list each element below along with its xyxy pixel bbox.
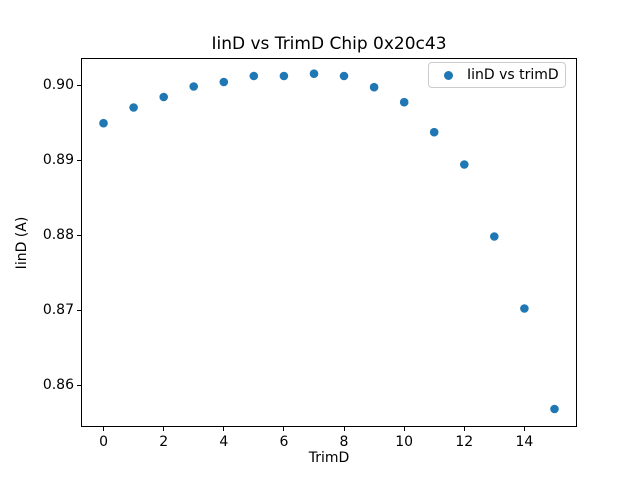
x-tick-label: 4 bbox=[219, 434, 229, 450]
x-tick-mark bbox=[283, 427, 285, 431]
x-tick-label: 0 bbox=[99, 434, 108, 450]
y-tick-mark bbox=[77, 234, 81, 236]
x-tick-mark bbox=[223, 427, 225, 431]
y-tick-label: 0.89 bbox=[42, 152, 74, 168]
y-axis-label: IinD (A) bbox=[14, 216, 30, 270]
legend-series-label: IinD vs trimD bbox=[467, 67, 559, 83]
y-tick-label: 0.88 bbox=[42, 227, 74, 243]
x-tick-mark bbox=[163, 427, 165, 431]
legend-box: IinD vs trimD bbox=[428, 62, 566, 88]
y-tick-label: 0.86 bbox=[42, 377, 74, 393]
x-tick-mark bbox=[403, 427, 405, 431]
y-tick-mark bbox=[77, 309, 81, 311]
plot-area bbox=[81, 58, 577, 427]
legend-marker-dot bbox=[444, 70, 453, 80]
y-tick-mark bbox=[77, 84, 81, 86]
x-tick-label: 12 bbox=[455, 434, 474, 450]
x-tick-label: 10 bbox=[395, 434, 414, 450]
x-tick-mark bbox=[463, 427, 465, 431]
x-axis-label: TrimD bbox=[308, 450, 350, 466]
y-tick-mark bbox=[77, 384, 81, 386]
x-tick-mark bbox=[103, 427, 105, 431]
chart-title: IinD vs TrimD Chip 0x20c43 bbox=[211, 34, 447, 54]
x-tick-mark bbox=[523, 427, 525, 431]
y-tick-mark bbox=[77, 159, 81, 161]
x-tick-label: 6 bbox=[279, 434, 289, 450]
y-tick-label: 0.90 bbox=[42, 77, 74, 93]
x-tick-label: 2 bbox=[159, 434, 169, 450]
x-tick-label: 8 bbox=[339, 434, 349, 450]
x-tick-mark bbox=[343, 427, 345, 431]
y-tick-label: 0.87 bbox=[42, 302, 74, 318]
x-tick-label: 14 bbox=[515, 434, 534, 450]
